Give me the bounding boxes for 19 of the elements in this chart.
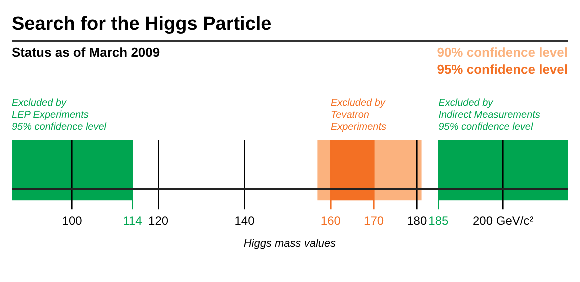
x-tick-label: 140 <box>234 214 256 228</box>
x-tick-label: 114 <box>123 214 143 228</box>
x-tick-label: 200 GeV/c² <box>472 214 534 228</box>
text: 90% confidence level <box>437 44 568 61</box>
x-tick-label: 185 <box>428 214 450 228</box>
x-tick-label: 120 <box>148 214 169 228</box>
text: Excluded by Tevatron Experiments <box>330 98 387 133</box>
x-tick-label: 100 <box>62 214 83 228</box>
x-axis-title: Higgs mass values <box>242 238 338 250</box>
x-tick-label: 170 <box>364 214 384 228</box>
chart-title: Search for the Higgs Particle <box>12 14 272 36</box>
bar <box>12 140 134 201</box>
text: 95% confidence level <box>437 61 568 78</box>
text: Excluded by Indirect Measurements 95% confidence level <box>438 98 540 133</box>
x-tick-label: 160 <box>320 214 342 228</box>
chart-subtitle: Status as of March 2009 <box>12 45 160 60</box>
x-tick-label: 180 <box>407 214 428 228</box>
bar <box>438 140 568 201</box>
text: Excluded by LEP Experiments 95% confidence level <box>12 98 108 133</box>
